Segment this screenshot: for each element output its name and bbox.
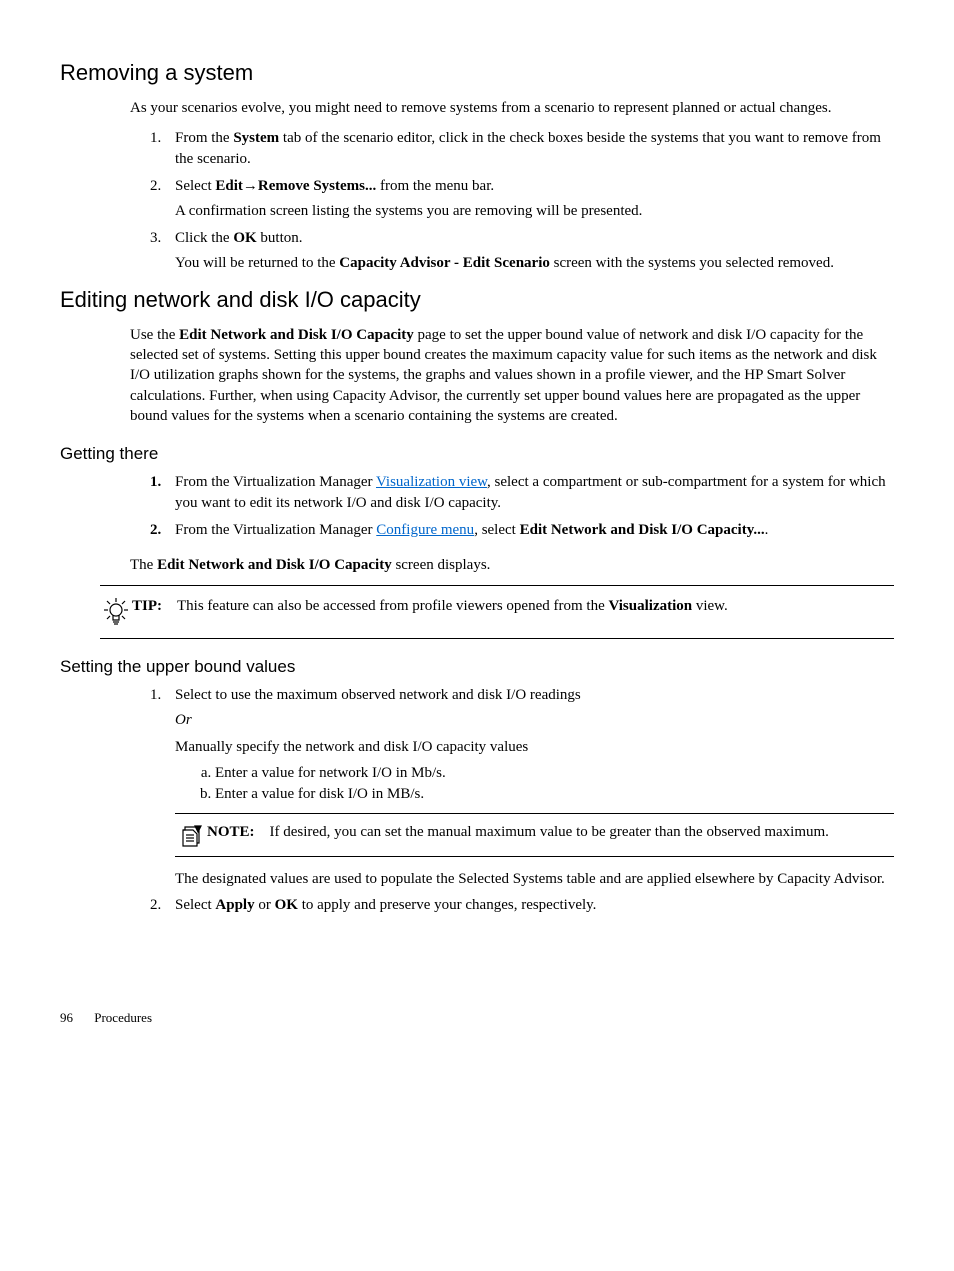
heading-removing-system: Removing a system bbox=[60, 60, 894, 86]
step3-cont: You will be returned to the Capacity Adv… bbox=[175, 253, 894, 273]
tip-callout: TIP: This feature can also be accessed f… bbox=[100, 585, 894, 639]
intro-removing: As your scenarios evolve, you might need… bbox=[60, 98, 894, 118]
heading-setting-upper: Setting the upper bound values bbox=[60, 657, 894, 677]
tip-text: TIP: This feature can also be accessed f… bbox=[132, 596, 890, 616]
set-step-1: Select to use the maximum observed netwo… bbox=[165, 685, 894, 889]
sub-letters: Enter a value for network I/O in Mb/s. E… bbox=[175, 763, 894, 805]
heading-getting-there: Getting there bbox=[60, 444, 894, 464]
intro-editing-io: Use the Edit Network and Disk I/O Capaci… bbox=[60, 325, 894, 426]
heading-editing-io: Editing network and disk I/O capacity bbox=[60, 287, 894, 313]
note-icon bbox=[175, 822, 207, 848]
sub-b: Enter a value for disk I/O in MB/s. bbox=[215, 784, 894, 805]
note-callout: NOTE: If desired, you can set the manual… bbox=[175, 813, 894, 857]
step-1: From the System tab of the scenario edit… bbox=[165, 128, 894, 170]
page-number: 96 bbox=[60, 1010, 73, 1026]
sub-a: Enter a value for network I/O in Mb/s. bbox=[215, 763, 894, 784]
set-step1-after: The designated values are used to popula… bbox=[175, 869, 894, 889]
step-2: Select Edit→Remove Systems... from the m… bbox=[165, 176, 894, 221]
steps-getting-there: From the Virtualization Manager Visualiz… bbox=[60, 472, 894, 541]
page-footer: 96 Procedures bbox=[0, 970, 954, 1046]
step3-text: Click the OK button. bbox=[175, 230, 303, 246]
set-step-2: Select Apply or OK to apply and preserve… bbox=[165, 895, 894, 916]
lightbulb-icon bbox=[100, 596, 132, 628]
step-3: Click the OK button. You will be returne… bbox=[165, 228, 894, 273]
note-text: NOTE: If desired, you can set the manual… bbox=[207, 822, 890, 842]
step1-text: From the System tab of the scenario edit… bbox=[175, 130, 881, 167]
gt-step-1: From the Virtualization Manager Visualiz… bbox=[165, 472, 894, 514]
manual-text: Manually specify the network and disk I/… bbox=[175, 737, 894, 757]
step2-cont: A confirmation screen listing the system… bbox=[175, 201, 894, 221]
steps-removing: From the System tab of the scenario edit… bbox=[60, 128, 894, 273]
step2-text: Select Edit→Remove Systems... from the m… bbox=[175, 178, 494, 194]
or-text: Or bbox=[175, 710, 894, 730]
page-content: Removing a system As your scenarios evol… bbox=[0, 0, 954, 970]
gt-result: The Edit Network and Disk I/O Capacity s… bbox=[60, 555, 894, 575]
chapter-name: Procedures bbox=[94, 1010, 152, 1025]
link-configure-menu[interactable]: Configure menu bbox=[376, 522, 474, 538]
steps-setting: Select to use the maximum observed netwo… bbox=[60, 685, 894, 916]
link-visualization-view[interactable]: Visualization view bbox=[376, 474, 487, 490]
gt-step-2: From the Virtualization Manager Configur… bbox=[165, 520, 894, 541]
